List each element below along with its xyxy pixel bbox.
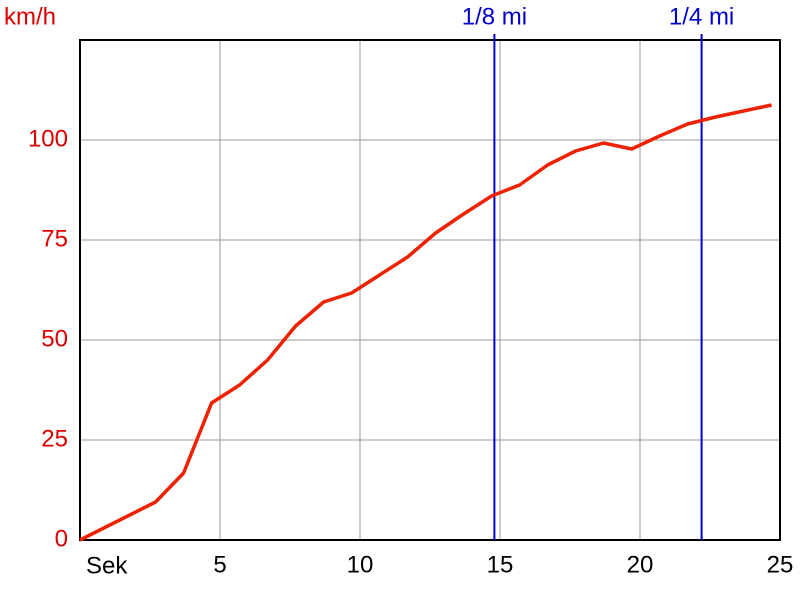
- y-tick-label: 25: [41, 425, 68, 452]
- distance-label: 1/8 mi: [462, 3, 527, 30]
- x-tick-label: 10: [347, 551, 374, 578]
- y-tick-label: 100: [28, 125, 68, 152]
- y-tick-label: 75: [41, 225, 68, 252]
- y-tick-label: 0: [55, 525, 68, 552]
- x-tick-label: 25: [767, 551, 794, 578]
- x-axis-label: Sek: [86, 552, 128, 579]
- plot-frame: [79, 39, 781, 541]
- speed-line: [79, 103, 772, 542]
- x-tick-label: 5: [213, 551, 226, 578]
- distance-label: 1/4 mi: [669, 3, 734, 30]
- x-tick-label: 20: [627, 551, 654, 578]
- y-tick-label: 50: [41, 325, 68, 352]
- y-axis-label: km/h: [4, 3, 56, 30]
- x-tick-label: 15: [487, 551, 514, 578]
